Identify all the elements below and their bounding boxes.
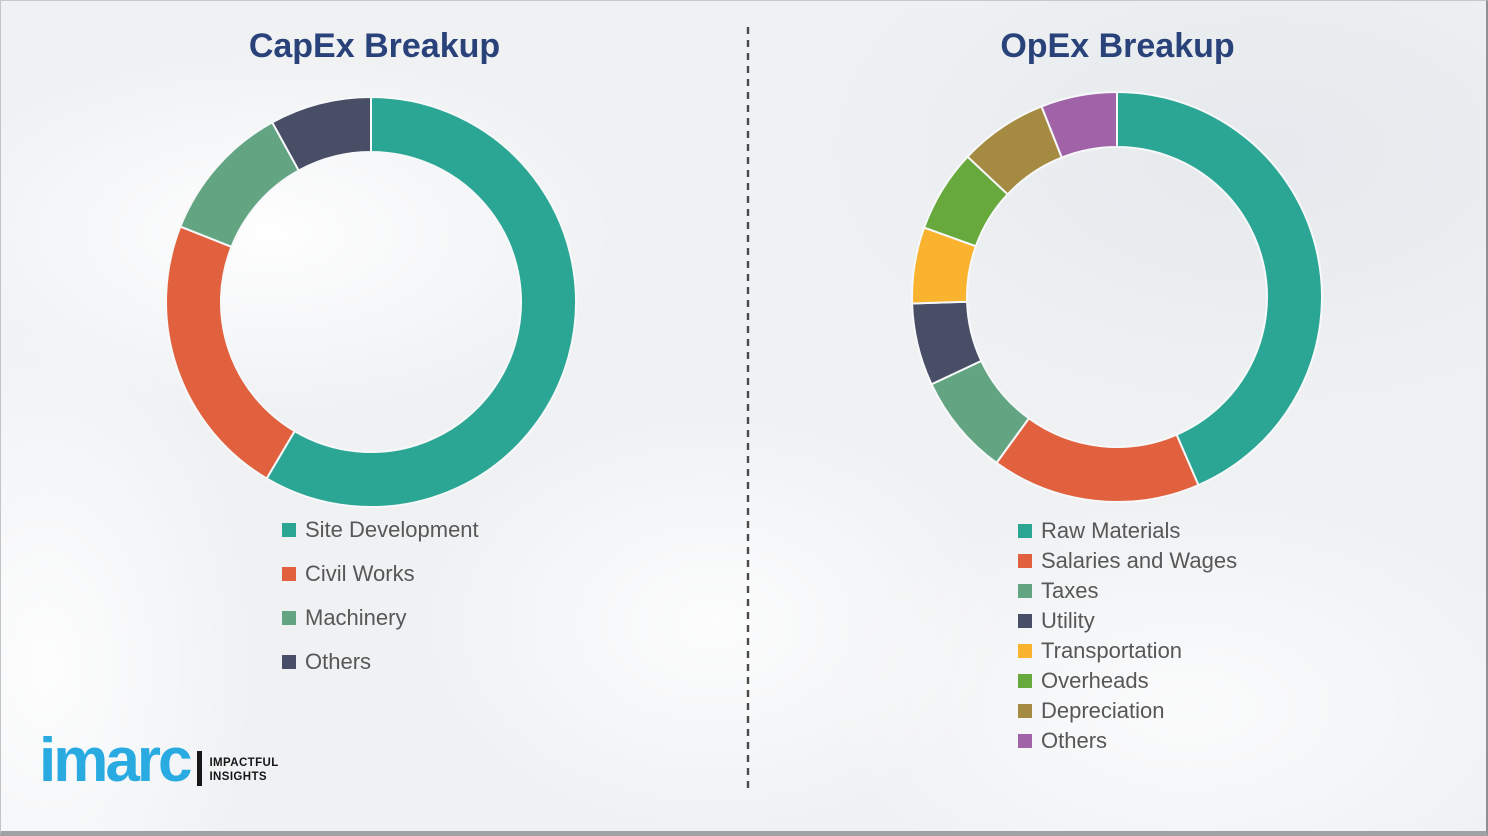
legend-swatch [282, 523, 296, 537]
legend-swatch [1018, 554, 1032, 568]
legend-item-others: Others [1018, 726, 1237, 756]
legend-item-taxes: Taxes [1018, 576, 1237, 606]
donut-segment-civil-works [165, 225, 297, 480]
legend-item-depreciation: Depreciation [1018, 696, 1237, 726]
imarc-logo: imarc IMPACTFUL INSIGHTS [39, 726, 279, 795]
donut-segment-others [270, 95, 372, 172]
opex-legend: Raw Materials Salaries and Wages Taxes Util… [1018, 516, 1237, 756]
legend-label: Overheads [1041, 668, 1149, 693]
legend-label: Others [305, 649, 372, 674]
legend-item-salaries-and-wages: Salaries and Wages [1018, 546, 1237, 576]
opex-chart-title: OpEx Breakup [1000, 27, 1235, 65]
donut-segment-machinery [179, 121, 301, 249]
legend-item-overheads: Overheads [1018, 666, 1237, 696]
legend-label: Transportation [1041, 638, 1183, 663]
legend-label: Utility [1041, 608, 1095, 633]
legend-swatch [1018, 704, 1032, 718]
capex-chart-title: CapEx Breakup [248, 27, 501, 65]
legend-item-raw-materials: Raw Materials [1018, 516, 1237, 546]
legend-swatch [1018, 644, 1032, 658]
legend-item-others: Others [282, 640, 479, 684]
legend-label: Taxes [1041, 578, 1099, 603]
legend-swatch [1018, 734, 1032, 748]
legend-item-civil-works: Civil Works [282, 552, 479, 596]
legend-swatch [282, 655, 296, 669]
logo-tagline-line2: INSIGHTS [209, 771, 267, 784]
donut-segment-others [1040, 90, 1118, 159]
opex-donut-chart [911, 90, 1324, 504]
legend-label: Raw Materials [1041, 518, 1181, 543]
legend-label: Salaries and Wages [1041, 548, 1238, 573]
legend-label: Depreciation [1041, 698, 1165, 723]
legend-swatch [282, 567, 296, 581]
donut-segment-raw-materials [1116, 90, 1324, 487]
legend-swatch [282, 611, 296, 625]
legend-item-transportation: Transportation [1018, 636, 1237, 666]
legend-label: Civil Works [305, 561, 415, 586]
donut-segment-salaries-and-wages [995, 416, 1200, 504]
divider-dashed-line [746, 27, 750, 791]
logo-divider-bar [197, 750, 203, 786]
legend-item-site-development: Site Development [282, 508, 479, 552]
legend-swatch [1018, 524, 1032, 538]
donut-segment-site-development [265, 95, 577, 508]
legend-label: Machinery [305, 605, 407, 630]
legend-label: Site Development [305, 517, 479, 542]
legend-item-machinery: Machinery [282, 596, 479, 640]
legend-swatch [1018, 614, 1032, 628]
capex-donut-chart [165, 95, 577, 508]
logo-wordmark: imarc [39, 726, 192, 795]
legend-swatch [1018, 674, 1032, 688]
legend-swatch [1018, 584, 1032, 598]
capex-legend: Site Development Civil Works Machinery Othe… [282, 508, 479, 684]
logo-tagline-line1: IMPACTFUL [209, 757, 279, 770]
legend-label: Others [1041, 728, 1108, 753]
legend-item-utility: Utility [1018, 606, 1237, 636]
